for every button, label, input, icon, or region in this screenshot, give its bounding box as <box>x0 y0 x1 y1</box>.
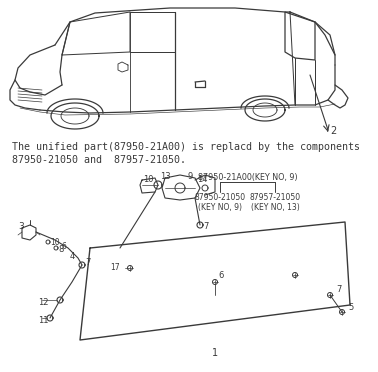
Text: 12: 12 <box>38 298 48 307</box>
Text: 87957-21050
(KEY NO, 13): 87957-21050 (KEY NO, 13) <box>249 193 301 212</box>
Text: 14: 14 <box>197 175 207 184</box>
Text: 5: 5 <box>348 304 353 312</box>
Text: 7: 7 <box>203 222 208 231</box>
Text: 17: 17 <box>110 263 120 273</box>
Text: 11: 11 <box>38 316 48 325</box>
Text: 87950-21050
(KEY NO, 9): 87950-21050 (KEY NO, 9) <box>194 193 246 212</box>
Text: 87950-21050 and  87957-21050.: 87950-21050 and 87957-21050. <box>12 155 186 165</box>
Text: 8: 8 <box>58 245 64 254</box>
Text: 13: 13 <box>160 172 170 181</box>
Text: 7: 7 <box>85 258 90 267</box>
Text: 2: 2 <box>330 126 336 136</box>
Text: 9: 9 <box>187 172 193 181</box>
Text: 3: 3 <box>18 222 24 231</box>
Text: 10: 10 <box>143 175 153 184</box>
Text: The unified part(87950-21A00) is replacd by the components: The unified part(87950-21A00) is replacd… <box>12 142 360 152</box>
Text: 6: 6 <box>62 242 67 251</box>
Text: 4: 4 <box>70 252 75 261</box>
Text: 7: 7 <box>336 285 341 295</box>
Text: 6: 6 <box>218 271 223 280</box>
Text: 1: 1 <box>212 348 218 358</box>
Text: 87950-21A00(KEY NO, 9): 87950-21A00(KEY NO, 9) <box>198 173 298 182</box>
Text: 10: 10 <box>50 238 60 247</box>
